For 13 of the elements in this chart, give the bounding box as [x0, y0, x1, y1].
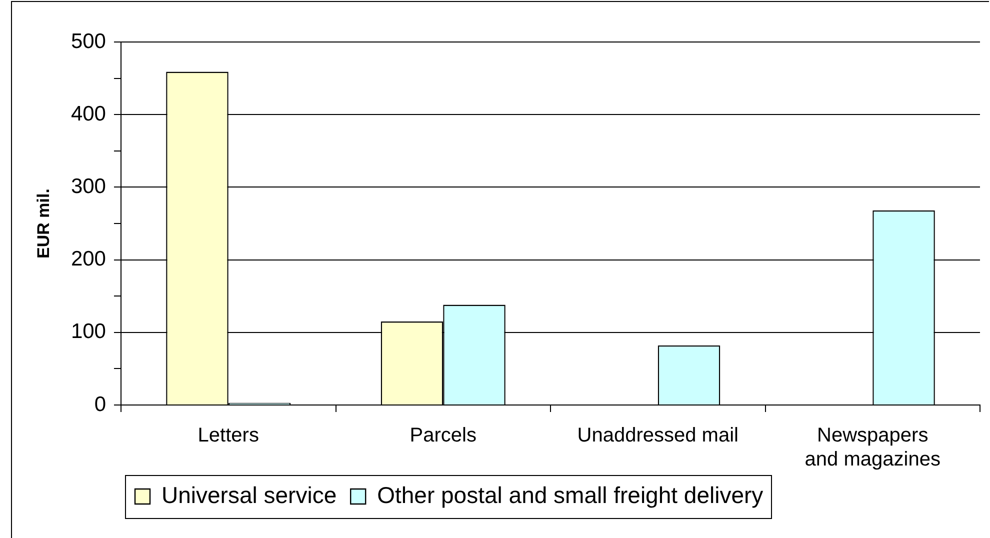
- y-tick-label: 0: [94, 392, 106, 416]
- x-tick-label: Newspapers and magazines: [804, 424, 940, 471]
- legend-label: Universal service: [162, 482, 337, 508]
- y-axis-title: EUR mil.: [34, 188, 53, 258]
- x-tick-label: Unaddressed mail: [577, 424, 738, 447]
- legend-label: Other postal and small freight delivery: [377, 482, 764, 508]
- y-tick-label: 200: [70, 248, 106, 271]
- x-tick-label: Letters: [198, 424, 259, 447]
- y-tick-label: 100: [70, 320, 106, 344]
- y-tick-label: 500: [70, 30, 106, 53]
- y-tick-label: 400: [70, 102, 106, 126]
- x-tick-label: Parcels: [410, 424, 476, 447]
- y-tick-label: 300: [70, 174, 106, 198]
